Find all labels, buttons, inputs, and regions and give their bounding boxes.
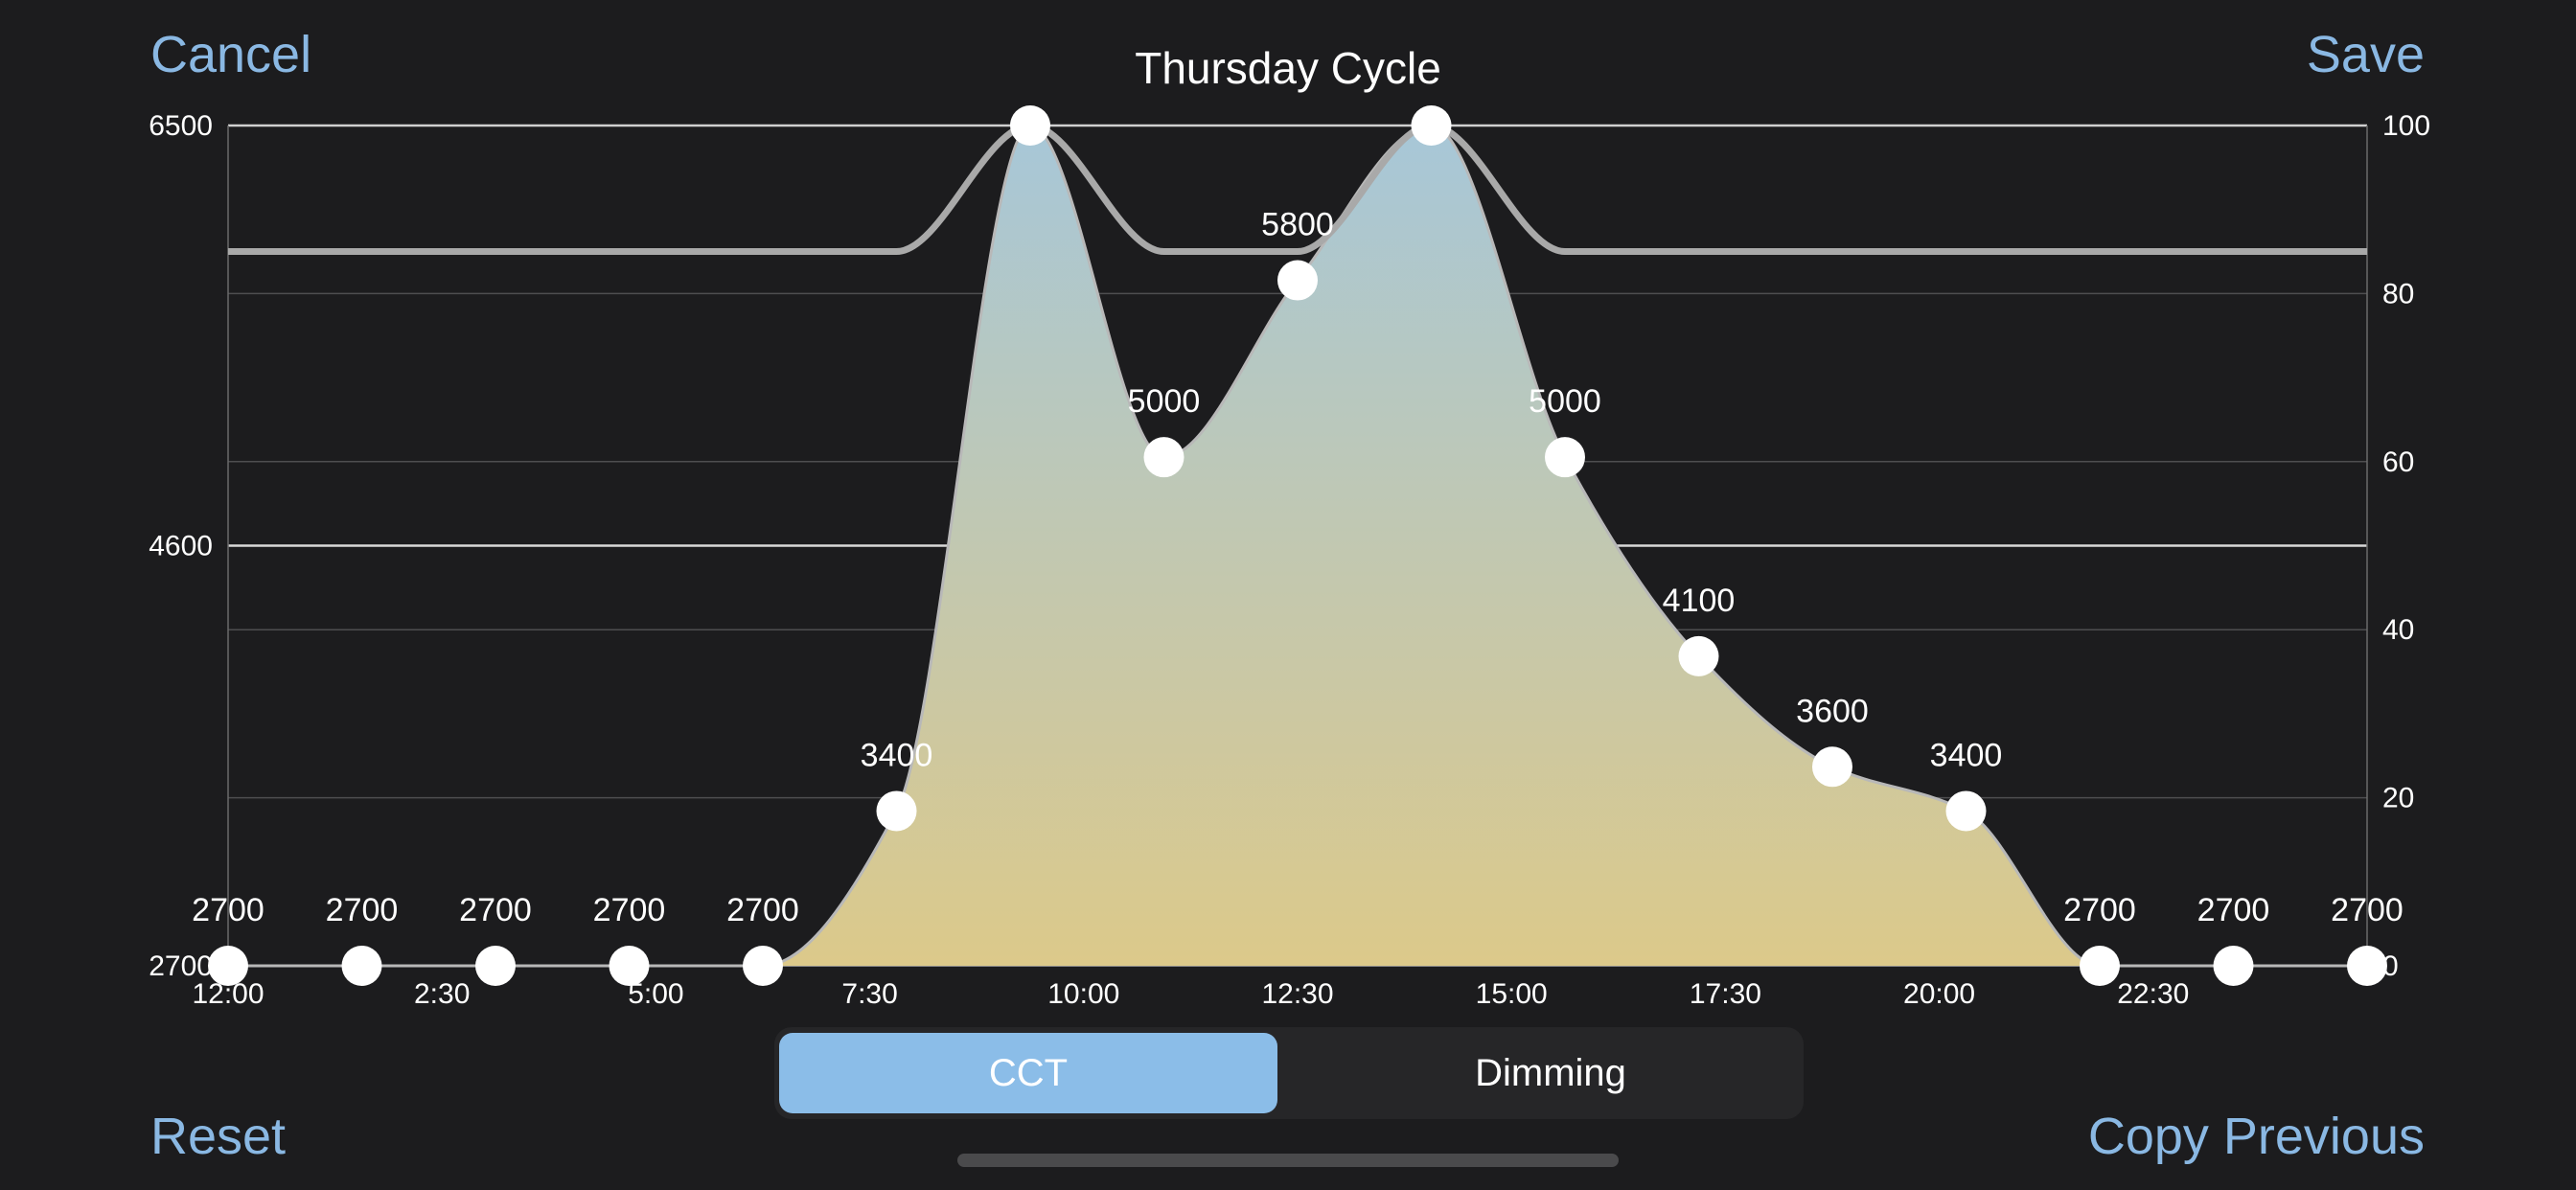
cct-point-handle[interactable] [341,946,382,986]
right-axis-tick-label: 40 [2382,614,2414,646]
x-axis-tick-label: 12:30 [1261,978,1333,1010]
cct-point-handle[interactable] [1277,260,1318,301]
mode-segmented-control: CCT Dimming [774,1027,1804,1119]
left-axis-tick-label: 4600 [149,531,213,562]
home-indicator [957,1154,1619,1167]
reset-button[interactable]: Reset [150,1108,287,1165]
cct-point-handle[interactable] [2080,946,2120,986]
cct-point-label: 4100 [1663,583,1736,619]
x-axis-tick-label: 7:30 [841,978,897,1010]
cancel-button[interactable]: Cancel [150,26,312,83]
segment-dimming[interactable]: Dimming [1475,1051,1626,1094]
cct-point-handle[interactable] [1411,105,1452,146]
cct-point-handle[interactable] [1545,437,1585,478]
cct-point-handle[interactable] [876,790,917,832]
cct-point-label: 5000 [1529,383,1601,420]
left-axis-tick-label: 2700 [149,950,213,982]
cct-point-label: 2700 [459,892,532,928]
cct-point-label: 3600 [1796,693,1869,729]
right-axis-tick-label: 60 [2382,446,2414,478]
right-axis-tick-label: 0 [2382,950,2399,982]
cct-point-handle[interactable] [1812,746,1852,788]
dimming-line-layer [228,122,2367,256]
x-axis-tick-label: 22:30 [2117,978,2189,1010]
right-axis-tick-label: 100 [2382,110,2430,142]
segment-cct[interactable]: CCT [779,1033,1277,1113]
chart-points: 2700 2700 2700 2700 2700 3400 5000 5800 5000 4100… [192,105,2404,986]
x-axis-tick-label: 20:00 [1903,978,1975,1010]
x-axis-tick-label: 17:30 [1690,978,1761,1010]
cct-point-handle[interactable] [1010,105,1050,146]
cct-point-handle[interactable] [743,946,783,986]
cct-point-handle[interactable] [2213,946,2254,986]
cct-point-handle[interactable] [1945,790,1987,832]
dimming-line [228,122,2367,256]
x-axis-tick-label: 2:30 [414,978,470,1010]
cct-point-label: 2700 [326,892,399,928]
page-title: Thursday Cycle [1135,43,1441,93]
save-button[interactable]: Save [2306,26,2425,83]
right-axis-tick-label: 80 [2382,278,2414,309]
cct-point-label: 2700 [2331,892,2404,928]
cct-point-handle[interactable] [1143,437,1184,478]
cct-point-label: 2700 [192,892,264,928]
cct-point-handle[interactable] [208,946,248,986]
left-axis-tick-label: 6500 [149,110,213,142]
x-axis-tick-label: 10:00 [1047,978,1119,1010]
x-axis-tick-label: 15:00 [1476,978,1548,1010]
cct-point-handle[interactable] [2347,946,2387,986]
cct-point-label: 2700 [593,892,666,928]
cct-point-label: 5000 [1128,383,1201,420]
cct-point-label: 5800 [1261,207,1334,243]
cct-point-label: 2700 [2063,892,2136,928]
cct-area-fill [228,126,2367,966]
copy-previous-button[interactable]: Copy Previous [2087,1108,2425,1165]
cct-point-label: 3400 [861,737,933,773]
cct-point-label: 2700 [726,892,799,928]
cct-point-label: 3400 [1930,737,2003,773]
cct-point-handle[interactable] [1678,635,1719,676]
cct-point-handle[interactable] [609,946,650,986]
cct-point-handle[interactable] [475,946,516,986]
right-axis-tick-label: 20 [2382,783,2414,814]
cct-point-label: 2700 [2197,892,2270,928]
